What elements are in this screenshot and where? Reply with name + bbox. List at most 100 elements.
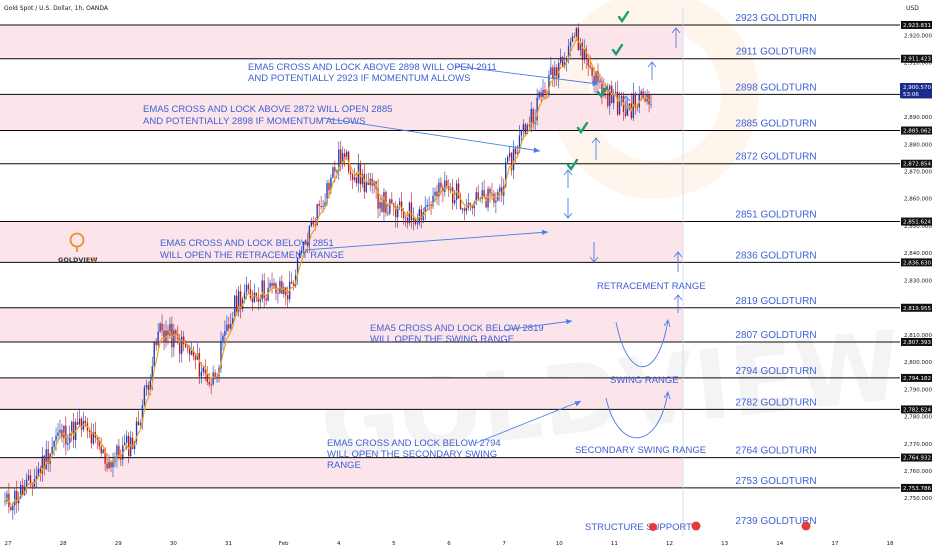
price-tick-label: 2,790.000	[904, 387, 932, 393]
candle-body	[475, 192, 477, 203]
candle-body	[196, 353, 199, 360]
current-price-badge-bg	[900, 83, 932, 98]
candle-body	[505, 162, 507, 187]
candle-body	[300, 250, 303, 253]
candle-body	[536, 97, 538, 121]
up-arrow-retracement	[673, 251, 683, 272]
level-price-badge	[901, 303, 932, 312]
candle-body	[265, 298, 267, 301]
candle-body	[292, 283, 295, 287]
level-price-badge	[901, 453, 932, 462]
candle-body	[182, 336, 185, 345]
candle-body	[560, 56, 562, 63]
candle-body	[112, 461, 114, 468]
level-price-badges: 2,923.8312,911.4232,898.3312,885.0622,87…	[901, 20, 932, 492]
candle-body	[550, 67, 552, 76]
price-axis[interactable]	[900, 14, 932, 536]
candle-body	[102, 449, 104, 454]
level-price-badge	[901, 217, 932, 226]
candle-body	[624, 111, 627, 116]
time-tick-label: 12	[666, 541, 673, 547]
candle-body	[149, 380, 151, 390]
level-price-badge-text: 2,885.062	[903, 129, 931, 135]
candle-body	[508, 152, 511, 158]
candle-body	[283, 287, 285, 294]
candle-body	[587, 59, 589, 66]
candle-body	[37, 468, 40, 476]
candle-body	[463, 208, 466, 211]
candle-body	[21, 485, 24, 496]
candle-body	[234, 295, 236, 319]
candle-body	[616, 91, 619, 115]
price-tick-label: 2,830.000	[904, 278, 932, 284]
candle-body	[308, 226, 311, 245]
level-label: 2872 GOLDTURN	[735, 152, 816, 163]
candle-body	[259, 299, 261, 302]
candle-body	[395, 206, 397, 218]
candle-body	[147, 385, 150, 390]
current-price-countdown: 53:06	[903, 92, 919, 98]
candle-body	[137, 421, 140, 425]
goldview-logo-icon	[69, 232, 85, 248]
time-tick-label: Feb	[279, 541, 289, 547]
candle-body	[328, 183, 330, 191]
time-tick-label: 28	[60, 541, 67, 547]
candle-body	[20, 485, 22, 499]
candle-body	[556, 67, 558, 78]
price-tick-label: 2,750.000	[904, 496, 932, 502]
candle-body	[430, 204, 432, 206]
candle-body	[377, 189, 379, 209]
candle-body	[426, 204, 428, 207]
candle-body	[367, 182, 369, 185]
logo-suffix: FX	[88, 256, 97, 264]
time-tick-label: 18	[887, 541, 894, 547]
candle-body	[173, 330, 175, 348]
candle-body	[312, 221, 314, 225]
annotation-2851-line1: EMA5 CROSS AND LOCK BELOW 2851	[160, 238, 334, 249]
candle-body	[314, 224, 316, 226]
candle-body	[601, 80, 603, 96]
annotation-2851-line2: WILL OPEN THE RETRACEMENT RANGE	[160, 250, 344, 261]
candle-body	[47, 449, 49, 464]
candle-body	[330, 177, 332, 191]
candle-body	[359, 163, 362, 185]
candle-body	[345, 151, 348, 158]
candle-body	[226, 324, 228, 332]
projection-arrows	[563, 27, 683, 439]
candle-body	[495, 200, 497, 203]
up-arrow-2885	[591, 137, 601, 160]
level-price-badge-text: 2,851.624	[903, 220, 931, 226]
candle-body	[481, 190, 483, 199]
candle-body	[78, 418, 81, 425]
candle-body	[16, 490, 18, 504]
candle-body	[84, 420, 87, 424]
candle-body	[351, 174, 354, 180]
check-2872	[566, 158, 579, 172]
time-tick-label: 11	[611, 541, 618, 547]
level-price-badge-text: 2,911.423	[903, 57, 931, 63]
candle-body	[438, 182, 440, 197]
candle-body	[198, 353, 201, 377]
candle-body	[108, 462, 110, 469]
candle-body	[181, 336, 183, 354]
candle-body	[208, 381, 210, 385]
level-price-badge	[901, 54, 932, 63]
level-label: 2819 GOLDTURN	[735, 296, 816, 307]
candle-body	[249, 289, 252, 299]
candle-body	[55, 435, 57, 441]
candle-body	[80, 418, 83, 430]
goldview-logo: GOLDVIEW FX	[58, 232, 97, 264]
candle-body	[483, 190, 485, 198]
candle-body	[73, 421, 75, 440]
price-tick-label: 2,810.000	[904, 333, 932, 339]
time-axis[interactable]	[0, 536, 932, 550]
candle-body	[342, 153, 344, 164]
candle-body	[228, 324, 230, 329]
level-price-badge	[901, 126, 932, 135]
candle-body	[540, 92, 542, 97]
candle-body	[609, 85, 611, 106]
candle-body	[316, 203, 318, 226]
candle-body	[59, 429, 61, 433]
candle-body	[188, 347, 191, 355]
